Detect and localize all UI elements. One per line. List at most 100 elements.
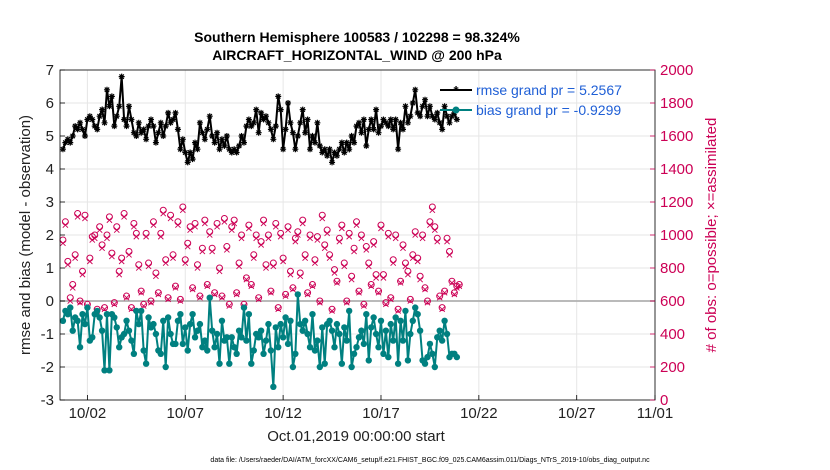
obs-assimilated-point — [77, 299, 83, 306]
obs-assimilated-point — [177, 298, 184, 304]
rmse-point — [333, 152, 340, 159]
rmse-point — [316, 142, 323, 149]
rmse-point — [453, 116, 460, 123]
x-tick-label: 10/07 — [166, 405, 204, 422]
bias-point — [365, 357, 372, 364]
bias-point — [299, 327, 306, 334]
bias-point — [194, 327, 201, 334]
obs-possible-point — [108, 249, 116, 257]
obs-assimilated-point — [211, 291, 218, 298]
obs-assimilated-point — [96, 227, 103, 233]
obs-possible-point — [98, 241, 106, 249]
obs-possible-point — [365, 259, 373, 267]
obs-assimilated-point — [446, 251, 453, 258]
obs-possible-point — [436, 292, 444, 300]
obs-assimilated-point — [334, 279, 340, 286]
obs-possible-point — [69, 281, 77, 288]
legend-rmse-label: rmse grand pr = 5.2567 — [476, 82, 622, 98]
bias-point — [336, 330, 343, 338]
obs-assimilated-point — [441, 289, 448, 296]
y-right-tick-label: 1800 — [660, 95, 693, 112]
bias-point — [309, 311, 316, 318]
obs-assimilated-point — [126, 251, 132, 258]
bias-point — [416, 327, 424, 334]
y-left-tick-label: -3 — [41, 392, 54, 409]
bias-point — [69, 327, 76, 334]
rmse-point — [272, 123, 279, 130]
bias-point — [441, 317, 448, 324]
obs-possible-point — [448, 277, 456, 285]
bias-point — [101, 367, 108, 374]
obs-possible-point — [355, 287, 363, 295]
obs-possible-point — [296, 269, 304, 277]
bias-point — [402, 307, 409, 315]
rmse-point — [277, 106, 284, 113]
obs-possible-point — [370, 238, 378, 246]
obs-assimilated-point — [121, 213, 128, 220]
obs-possible-point — [269, 259, 277, 267]
rmse-point — [211, 139, 218, 146]
rmse-point — [226, 146, 233, 153]
y-right-tick-label: 400 — [660, 326, 685, 343]
obs-assimilated-point — [424, 299, 431, 306]
obs-possible-point — [260, 216, 268, 224]
obs-assimilated-point — [272, 223, 279, 230]
rmse-point — [133, 133, 140, 139]
obs-assimilated-point — [312, 260, 318, 266]
bias-point — [74, 317, 81, 324]
rmse-point — [255, 129, 262, 136]
rmse-point — [351, 139, 358, 146]
bias-point — [238, 334, 245, 341]
rmse-point — [363, 142, 370, 149]
rmse-point — [412, 86, 419, 93]
bias-point — [116, 344, 123, 351]
rmse-point — [94, 126, 101, 133]
obs-possible-point — [294, 228, 302, 236]
obs-assimilated-point — [67, 298, 74, 304]
bias-point — [174, 317, 182, 324]
rmse-point — [86, 113, 93, 120]
obs-assimilated-point — [150, 222, 157, 229]
rmse-point — [240, 139, 247, 146]
rmse-point — [407, 113, 414, 120]
obs-possible-point — [321, 241, 329, 249]
obs-possible-point — [208, 244, 216, 252]
rmse-point — [409, 100, 416, 106]
bias-point — [434, 334, 441, 341]
rmse-point — [165, 109, 172, 116]
bias-point — [297, 320, 304, 328]
rmse-point — [265, 119, 272, 126]
bias-point — [196, 320, 204, 328]
obs-possible-point — [401, 259, 409, 267]
rmse-point — [299, 106, 306, 113]
bias-point — [235, 327, 243, 334]
rmse-point — [187, 149, 194, 156]
bias-point — [392, 314, 399, 321]
obs-assimilated-point — [275, 306, 282, 313]
obs-assimilated-point — [395, 307, 402, 314]
bias-point — [226, 360, 233, 367]
rmse-point — [84, 116, 91, 123]
obs-assimilated-point — [380, 274, 387, 281]
chart-title-line1: Southern Hemisphere 100583 / 102298 = 98… — [194, 29, 520, 45]
obs-possible-point — [59, 236, 67, 244]
rmse-point — [248, 123, 255, 130]
bias-point — [64, 311, 72, 318]
obs-possible-point — [101, 304, 109, 312]
bias-point — [216, 360, 223, 367]
bias-point — [133, 307, 140, 315]
obs-possible-point — [399, 241, 407, 249]
obs-possible-point — [164, 294, 172, 302]
obs-assimilated-point — [184, 243, 191, 250]
bias-point — [201, 337, 209, 344]
obs-assimilated-point — [133, 233, 140, 240]
rmse-point — [314, 119, 321, 126]
bias-point — [409, 317, 416, 324]
bias-point — [279, 334, 287, 341]
rmse-point — [426, 103, 433, 110]
bias-point — [162, 363, 169, 371]
obs-possible-point — [137, 287, 145, 295]
rmse-point — [422, 96, 429, 103]
obs-possible-point — [225, 300, 233, 308]
rmse-point — [170, 116, 177, 123]
